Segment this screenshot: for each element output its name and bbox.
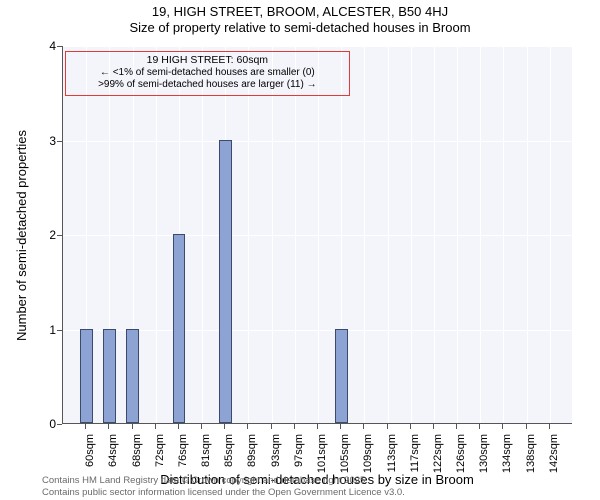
bar <box>126 329 139 424</box>
xtick-mark <box>247 424 248 429</box>
xtick-label: 64sqm <box>107 434 119 467</box>
annotation-title: 19 HIGH STREET: 60sqm <box>72 54 344 67</box>
title-line-1: 19, HIGH STREET, BROOM, ALCESTER, B50 4H… <box>0 4 600 20</box>
xtick-label: 97sqm <box>293 434 305 467</box>
xtick-label: 81sqm <box>200 434 212 467</box>
ytick-label: 4 <box>49 39 56 53</box>
xtick-label: 113sqm <box>386 434 398 472</box>
xtick-mark <box>201 424 202 429</box>
xtick-label: 109sqm <box>362 434 374 473</box>
ytick-mark <box>57 330 62 331</box>
xtick-label: 101sqm <box>316 434 328 473</box>
chart-container: 19, HIGH STREET, BROOM, ALCESTER, B50 4H… <box>0 0 600 500</box>
footer-line-2: Contains public sector information licen… <box>42 487 405 498</box>
ytick-label: 3 <box>49 134 56 148</box>
ytick-mark <box>57 424 62 425</box>
bar <box>80 329 93 424</box>
xtick-mark <box>317 424 318 429</box>
xtick-label: 134sqm <box>501 434 513 473</box>
bar <box>219 140 232 424</box>
bar <box>103 329 116 424</box>
xtick-label: 142sqm <box>548 434 560 473</box>
xtick-label: 138sqm <box>525 434 537 473</box>
xtick-label: 117sqm <box>409 434 421 472</box>
xtick-label: 76sqm <box>177 434 189 467</box>
xtick-mark <box>549 424 550 429</box>
xtick-mark <box>178 424 179 429</box>
plot-wrap: 01234 60sqm64sqm68sqm72sqm76sqm81sqm85sq… <box>62 46 572 424</box>
annotation-line-2: >99% of semi-detached houses are larger … <box>72 79 344 92</box>
xtick-mark <box>410 424 411 429</box>
xtick-label: 122sqm <box>432 434 444 473</box>
bar <box>335 329 348 424</box>
ytick-mark <box>57 141 62 142</box>
xtick-mark <box>294 424 295 429</box>
footer-line-1: Contains HM Land Registry data © Crown c… <box>42 475 405 486</box>
xtick-mark <box>479 424 480 429</box>
xtick-label: 126sqm <box>455 434 467 473</box>
y-axis-label-text: Number of semi-detached properties <box>14 130 29 341</box>
annotation-line-1: ← <1% of semi-detached houses are smalle… <box>72 67 344 80</box>
xtick-mark <box>108 424 109 429</box>
bar <box>173 234 186 423</box>
xtick-label: 130sqm <box>478 434 490 473</box>
footer: Contains HM Land Registry data © Crown c… <box>42 475 405 498</box>
xtick-mark <box>271 424 272 429</box>
xtick-mark <box>502 424 503 429</box>
xtick-mark <box>387 424 388 429</box>
ytick-mark <box>57 235 62 236</box>
ytick-label: 2 <box>49 228 56 242</box>
xtick-mark <box>363 424 364 429</box>
xtick-label: 85sqm <box>223 434 235 467</box>
xtick-mark <box>132 424 133 429</box>
xtick-label: 89sqm <box>246 434 258 467</box>
xtick-mark <box>340 424 341 429</box>
ytick-label: 1 <box>49 323 56 337</box>
xtick-label: 60sqm <box>84 434 96 467</box>
ytick-mark <box>57 46 62 47</box>
xtick-mark <box>433 424 434 429</box>
xtick-mark <box>85 424 86 429</box>
xtick-label: 105sqm <box>339 434 351 473</box>
title-line-2: Size of property relative to semi-detach… <box>0 20 600 36</box>
xtick-mark <box>224 424 225 429</box>
title-block: 19, HIGH STREET, BROOM, ALCESTER, B50 4H… <box>0 0 600 37</box>
xtick-label: 72sqm <box>154 434 166 467</box>
annotation-box: 19 HIGH STREET: 60sqm ← <1% of semi-deta… <box>65 51 351 96</box>
y-axis-label: Number of semi-detached properties <box>14 46 28 424</box>
xtick-mark <box>456 424 457 429</box>
ytick-label: 0 <box>49 417 56 431</box>
xtick-label: 93sqm <box>270 434 282 467</box>
xtick-mark <box>155 424 156 429</box>
plot-area <box>62 46 572 424</box>
xtick-label: 68sqm <box>131 434 143 467</box>
xtick-mark <box>526 424 527 429</box>
